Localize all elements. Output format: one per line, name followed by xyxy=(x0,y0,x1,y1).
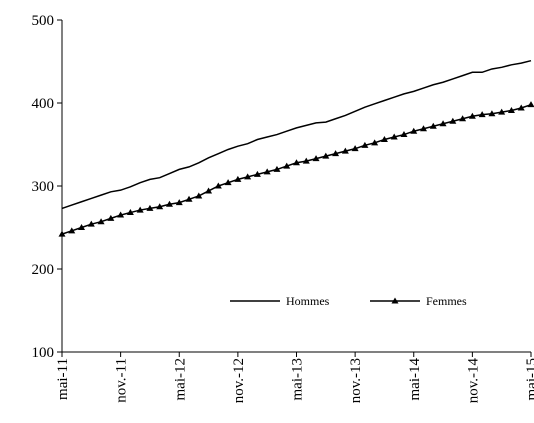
marker xyxy=(205,187,213,194)
y-tick-label: 400 xyxy=(32,96,55,112)
y-tick-label: 300 xyxy=(32,179,55,195)
marker xyxy=(293,159,300,166)
marker xyxy=(498,108,506,115)
marker xyxy=(507,106,515,113)
marker xyxy=(214,182,222,189)
marker xyxy=(136,206,144,213)
marker xyxy=(234,175,242,182)
marker xyxy=(439,120,447,127)
marker xyxy=(468,112,476,119)
marker xyxy=(146,204,154,211)
marker xyxy=(58,230,66,237)
marker xyxy=(361,141,369,148)
marker xyxy=(302,157,310,164)
marker xyxy=(263,168,271,175)
marker xyxy=(87,220,95,227)
marker xyxy=(420,125,428,132)
legend-label: Femmes xyxy=(426,294,467,308)
marker xyxy=(117,211,125,218)
marker xyxy=(97,218,105,225)
x-tick-label: nov.-13 xyxy=(348,358,364,403)
marker xyxy=(78,224,86,230)
marker xyxy=(273,165,281,172)
marker xyxy=(429,122,437,129)
marker xyxy=(175,199,183,206)
x-tick-label: mai-15 xyxy=(524,358,534,401)
y-tick-label: 500 xyxy=(32,13,55,29)
x-tick-label: nov.-11 xyxy=(114,358,130,403)
marker xyxy=(244,173,252,180)
legend-marker xyxy=(391,297,399,304)
marker xyxy=(165,200,173,207)
marker xyxy=(517,104,525,111)
marker xyxy=(126,209,134,216)
marker xyxy=(185,195,193,202)
x-tick-label: mai-11 xyxy=(55,358,71,400)
marker xyxy=(68,227,76,234)
marker xyxy=(283,162,291,169)
marker xyxy=(527,101,534,108)
y-tick-label: 200 xyxy=(32,262,55,278)
marker xyxy=(224,179,232,186)
marker xyxy=(107,214,115,221)
x-tick-label: nov.-12 xyxy=(231,358,247,403)
marker xyxy=(312,155,320,162)
marker xyxy=(195,192,203,199)
x-tick-label: mai-14 xyxy=(407,358,423,401)
marker xyxy=(459,115,467,122)
marker xyxy=(341,147,349,154)
marker xyxy=(478,111,486,118)
marker xyxy=(322,152,330,159)
marker xyxy=(332,150,340,157)
marker xyxy=(410,127,418,134)
marker xyxy=(253,170,261,177)
marker xyxy=(488,110,496,117)
x-tick-label: nov.-14 xyxy=(465,358,481,404)
marker xyxy=(449,117,457,124)
series-line xyxy=(61,59,532,210)
x-tick-label: mai-13 xyxy=(290,358,306,401)
marker xyxy=(390,133,398,140)
legend-label: Hommes xyxy=(286,294,330,308)
marker xyxy=(380,136,388,143)
y-tick-label: 100 xyxy=(32,345,55,361)
marker xyxy=(156,203,164,210)
marker xyxy=(351,145,359,152)
x-tick-label: mai-12 xyxy=(172,358,188,401)
marker xyxy=(371,139,379,146)
marker xyxy=(400,131,408,138)
